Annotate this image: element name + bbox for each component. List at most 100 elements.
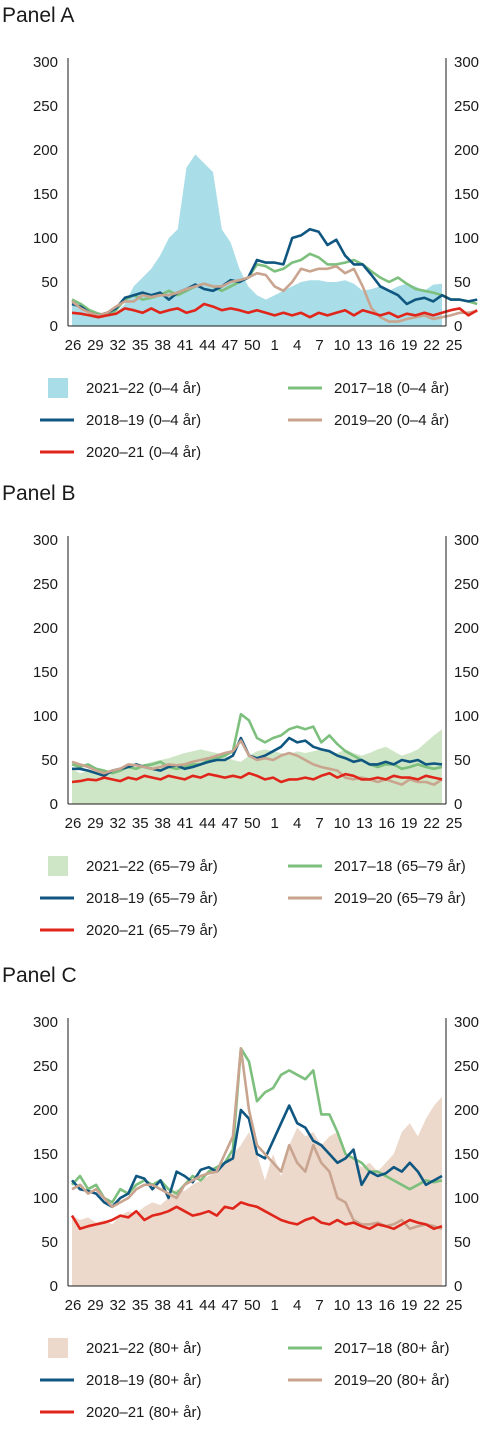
series-line [71,1047,443,1204]
x-tick-label: 44 [199,337,216,354]
x-tick-label: 41 [177,1297,194,1314]
series-line [71,264,478,323]
y-tick-label-right: 200 [454,1102,479,1119]
x-tick-label: 16 [378,815,395,832]
legend-swatch [48,856,68,876]
x-tick-label: 22 [423,815,440,832]
x-tick-label: 32 [109,815,126,832]
y-tick-label-left: 50 [41,274,58,291]
legend-swatch [48,1338,68,1358]
x-tick-label: 26 [65,1297,82,1314]
x-tick-label: 41 [177,815,194,832]
x-tick-label: 35 [132,815,149,832]
y-tick-label-right: 300 [454,54,479,71]
x-tick-label: 13 [356,1297,373,1314]
x-tick-label: 10 [334,337,351,354]
y-tick-label-left: 300 [33,1014,58,1031]
series-area [72,154,442,326]
y-tick-label-left: 150 [33,186,58,203]
y-tick-label-left: 50 [41,1234,58,1251]
y-tick-label-right: 100 [454,708,479,725]
series-line [71,227,478,317]
x-tick-label: 35 [132,1297,149,1314]
x-tick-label: 1 [271,337,279,354]
x-tick-label: 4 [293,337,301,354]
x-tick-label: 29 [87,1297,104,1314]
x-tick-label: 26 [65,815,82,832]
legend-swatch [48,378,68,398]
y-tick-label-right: 150 [454,1146,479,1163]
y-tick-label-right: 200 [454,142,479,159]
x-tick-label: 10 [334,815,351,832]
panel-c: Panel C 0 0 50 50 100 100 150 150 200 200 250 250 30… [0,964,500,1424]
y-tick-label-right: 250 [454,576,479,593]
series-area [72,1096,442,1286]
x-tick-label: 19 [401,815,418,832]
x-tick-label: 25 [446,815,463,832]
panel-b: Panel B 0 0 50 50 100 100 150 150 200 200 250 250 30… [0,482,500,952]
y-tick-label-right: 50 [454,274,471,291]
y-tick-label-left: 250 [33,1058,58,1075]
series-line [70,1201,443,1231]
legend-label: 2018–19 (65–79 år) [86,890,218,907]
legend-label: 2017–18 (65–79 år) [334,858,466,875]
x-tick-label: 4 [293,815,301,832]
legend-label: 2019–20 (80+ år) [334,1372,450,1389]
y-tick-label-right: 50 [454,752,471,769]
x-tick-label: 7 [315,815,323,832]
y-tick-label-left: 200 [33,1102,58,1119]
series-line [71,302,478,319]
series-line [71,1104,443,1209]
y-tick-label-left: 150 [33,1146,58,1163]
x-tick-label: 44 [199,815,216,832]
y-tick-label-left: 200 [33,620,58,637]
x-tick-label: 7 [315,337,323,354]
legend-label: 2017–18 (0–4 år) [334,380,449,397]
x-tick-label: 19 [401,1297,418,1314]
x-tick-label: 16 [378,337,395,354]
y-tick-label-left: 0 [50,796,58,813]
legend-label: 2020–21 (80+ år) [86,1404,202,1421]
y-tick-label-left: 100 [33,230,58,247]
panel-a-title: Panel A [2,4,75,27]
x-tick-label: 1 [271,815,279,832]
legend-label: 2021–22 (80+ år) [86,1340,202,1357]
legend-label: 2021–22 (0–4 år) [86,380,201,397]
x-tick-label: 38 [154,1297,171,1314]
series-line [71,739,443,786]
y-tick-label-left: 300 [33,532,58,549]
panel-c-title: Panel C [2,964,77,987]
legend-label: 2018–19 (80+ år) [86,1372,202,1389]
y-tick-label-left: 100 [33,1190,58,1207]
y-tick-label-right: 300 [454,532,479,549]
x-tick-label: 50 [244,337,261,354]
x-tick-label: 32 [109,1297,126,1314]
x-tick-label: 22 [423,1297,440,1314]
x-tick-label: 35 [132,337,149,354]
x-tick-label: 47 [222,1297,239,1314]
x-tick-label: 38 [154,337,171,354]
x-tick-label: 10 [334,1297,351,1314]
y-tick-label-right: 150 [454,664,479,681]
x-tick-label: 32 [109,337,126,354]
panel-b-title: Panel B [2,482,76,505]
legend-label: 2019–20 (65–79 år) [334,890,466,907]
x-tick-label: 4 [293,1297,301,1314]
legend-label: 2021–22 (65–79 år) [86,858,218,875]
x-tick-label: 41 [177,337,194,354]
x-tick-label: 50 [244,1297,261,1314]
y-tick-label-right: 100 [454,230,479,247]
panel-a: Panel A 0 0 50 50 100 100 150 150 200 200 250 250 30… [0,4,500,474]
y-tick-label-right: 200 [454,620,479,637]
y-tick-label-left: 200 [33,142,58,159]
y-tick-label-left: 100 [33,708,58,725]
y-tick-label-right: 250 [454,98,479,115]
legend-label: 2017–18 (80+ år) [334,1340,450,1357]
series-line [71,771,443,784]
x-tick-label: 25 [446,337,463,354]
legend-label: 2019–20 (0–4 år) [334,412,449,429]
x-tick-label: 16 [378,1297,395,1314]
y-tick-label-left: 0 [50,1278,58,1295]
